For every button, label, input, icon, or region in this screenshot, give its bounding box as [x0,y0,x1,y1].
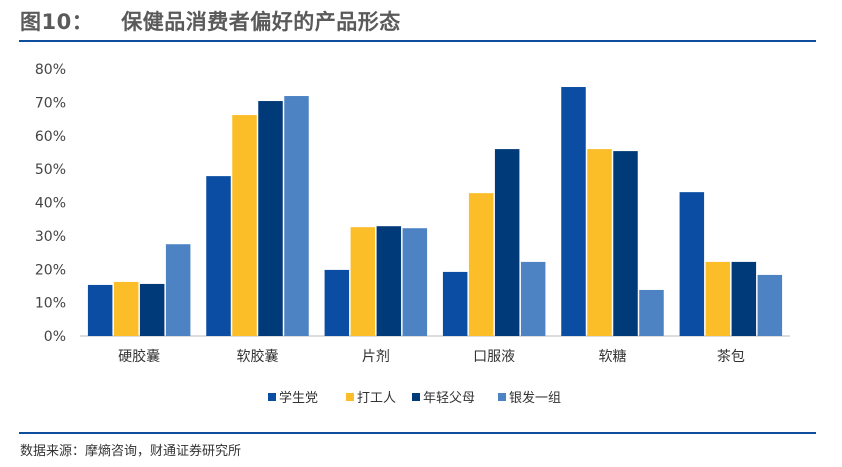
x-tick-label: 软胶囊 [237,348,279,365]
bottom-rule [19,432,816,434]
top-rule [19,40,816,42]
figure-title: 图10： 保健品消费者偏好的产品形态 [20,6,401,36]
bar-学生党-片剂 [324,269,350,336]
bar-年轻父母-口服液 [494,149,520,336]
x-tick-label: 口服液 [473,349,515,365]
bar-年轻父母-硬胶囊 [139,283,165,336]
legend-swatch [268,393,276,401]
x-tick-label: 茶包 [717,349,745,365]
bar-银发一组-茶包 [757,274,783,336]
bar-打工人-茶包 [705,261,731,336]
y-tick-label: 20% [35,262,66,278]
bar-年轻父母-软糖 [613,151,638,336]
y-tick-label: 40% [35,196,66,212]
legend-swatch [346,393,354,401]
x-tick-label: 硬胶囊 [118,348,160,365]
bar-银发一组-软糖 [639,289,664,336]
title-text: 保健品消费者偏好的产品形态 [121,10,401,34]
legend-swatch [412,393,420,401]
y-tick-label: 60% [35,129,66,145]
bar-年轻父母-片剂 [376,226,402,336]
bar-银发一组-软胶囊 [284,96,309,336]
bar-学生党-茶包 [679,192,705,336]
legend-label: 学生党 [279,390,318,406]
bar-打工人-口服液 [468,193,494,336]
x-tick-label: 软糖 [599,349,627,365]
bar-学生党-软糖 [561,87,586,337]
bar-学生党-硬胶囊 [87,284,113,336]
bar-打工人-片剂 [350,227,376,336]
bar-银发一组-硬胶囊 [165,244,191,336]
y-tick-label: 70% [35,95,66,111]
legend-swatch [498,393,506,401]
legend-label: 打工人 [357,391,396,406]
bar-打工人-软糖 [587,149,612,336]
bar-学生党-软胶囊 [206,176,231,336]
source-note: 数据来源：摩熵咨询，财通证券研究所 [20,444,242,459]
y-tick-label: 0% [44,329,66,345]
bar-chart: 0% 10% 20% 30% 40% 50% 60% 70% 80% 硬胶囊 软胶囊 片剂 口服液 软糖 茶… [35,62,790,406]
legend-label: 年轻父母 [423,391,475,406]
bar-银发一组-口服液 [520,261,546,336]
y-tick-label: 50% [35,162,66,178]
bar-年轻父母-茶包 [731,261,757,336]
y-tick-label: 80% [35,62,66,78]
y-tick-label: 10% [35,296,66,312]
bar-打工人-硬胶囊 [113,281,139,336]
bar-学生党-口服液 [442,271,468,336]
figure-number: 图10： [20,10,94,34]
legend-label: 银发一组 [509,390,561,406]
bar-银发一组-片剂 [402,228,428,336]
bar-打工人-软胶囊 [232,115,257,337]
y-tick-label: 30% [35,229,66,245]
x-tick-label: 片剂 [362,349,390,365]
bar-年轻父母-软胶囊 [258,101,283,336]
